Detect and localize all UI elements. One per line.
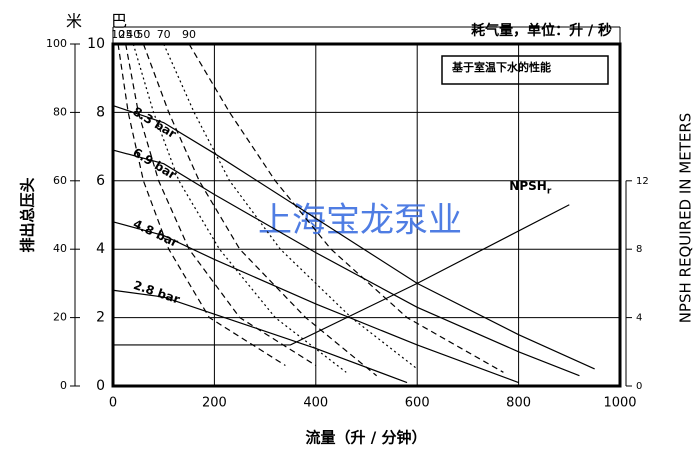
x-tick-label: 200: [202, 396, 227, 411]
curve: [112, 149, 580, 377]
x-tick-label: 0: [109, 396, 117, 411]
y-tick-label: 4: [96, 241, 105, 257]
y2-tick-label: 0: [636, 381, 642, 392]
curve: [125, 43, 317, 366]
note: 基于室温下水的性能: [451, 60, 551, 74]
air-label: 90: [182, 28, 196, 41]
curve: [113, 204, 570, 346]
air-label: 70: [157, 28, 171, 41]
outer-tick-label: 80: [53, 105, 67, 118]
air-label: 25: [119, 28, 133, 41]
y-tick-label: 6: [96, 173, 105, 189]
y2-tick-label: 12: [636, 176, 649, 187]
curve: [142, 43, 378, 377]
curve-label: 6.9 bar: [130, 145, 178, 182]
curve: [112, 289, 408, 384]
y-unit: 米 巴: [66, 12, 139, 31]
y-label: 排出总压头: [19, 177, 37, 252]
y2-tick-label: 4: [636, 313, 642, 324]
npsh-label: NPSHr: [509, 179, 552, 196]
outer-tick-label: 100: [46, 37, 67, 50]
x-tick-label: 400: [303, 396, 328, 411]
air-label: 10: [111, 28, 125, 41]
npsh-subscript: r: [547, 186, 552, 196]
y2-tick-label: 8: [636, 244, 642, 255]
x-tick-label: 600: [405, 396, 430, 411]
plot-frame: [111, 42, 622, 388]
x-tick-label: 800: [506, 396, 531, 411]
air-label: 40: [126, 28, 140, 41]
y-tick-label: 0: [96, 378, 105, 394]
curve: [112, 104, 595, 370]
x-label: 流量（升 / 分钟）: [306, 429, 427, 447]
note-box: [441, 55, 609, 85]
outer-tick-label: 20: [53, 311, 67, 324]
y2-label: NPSH REQUIRED IN METERS: [677, 113, 695, 324]
curve-label: 4.8 bar: [131, 217, 180, 250]
curve: [117, 43, 286, 366]
outer-tick-label: 40: [53, 242, 67, 255]
curve-label: 8.3 bar: [130, 104, 178, 141]
x-tick-label: 1000: [603, 396, 636, 411]
curve: [188, 43, 504, 373]
y-tick-label: 10: [87, 36, 105, 52]
y-tick-label: 2: [96, 310, 105, 326]
watermark: 上海宝龙泵业: [258, 201, 462, 241]
chart-title: 耗气量，单位：升 / 秒: [471, 22, 612, 39]
outer-tick-label: 60: [53, 174, 67, 187]
outer-tick-label: 0: [60, 379, 67, 392]
curve: [112, 221, 519, 384]
air-label: 50: [136, 28, 150, 41]
y-tick-label: 8: [96, 104, 105, 120]
curve-label: 2.8 bar: [132, 278, 182, 307]
